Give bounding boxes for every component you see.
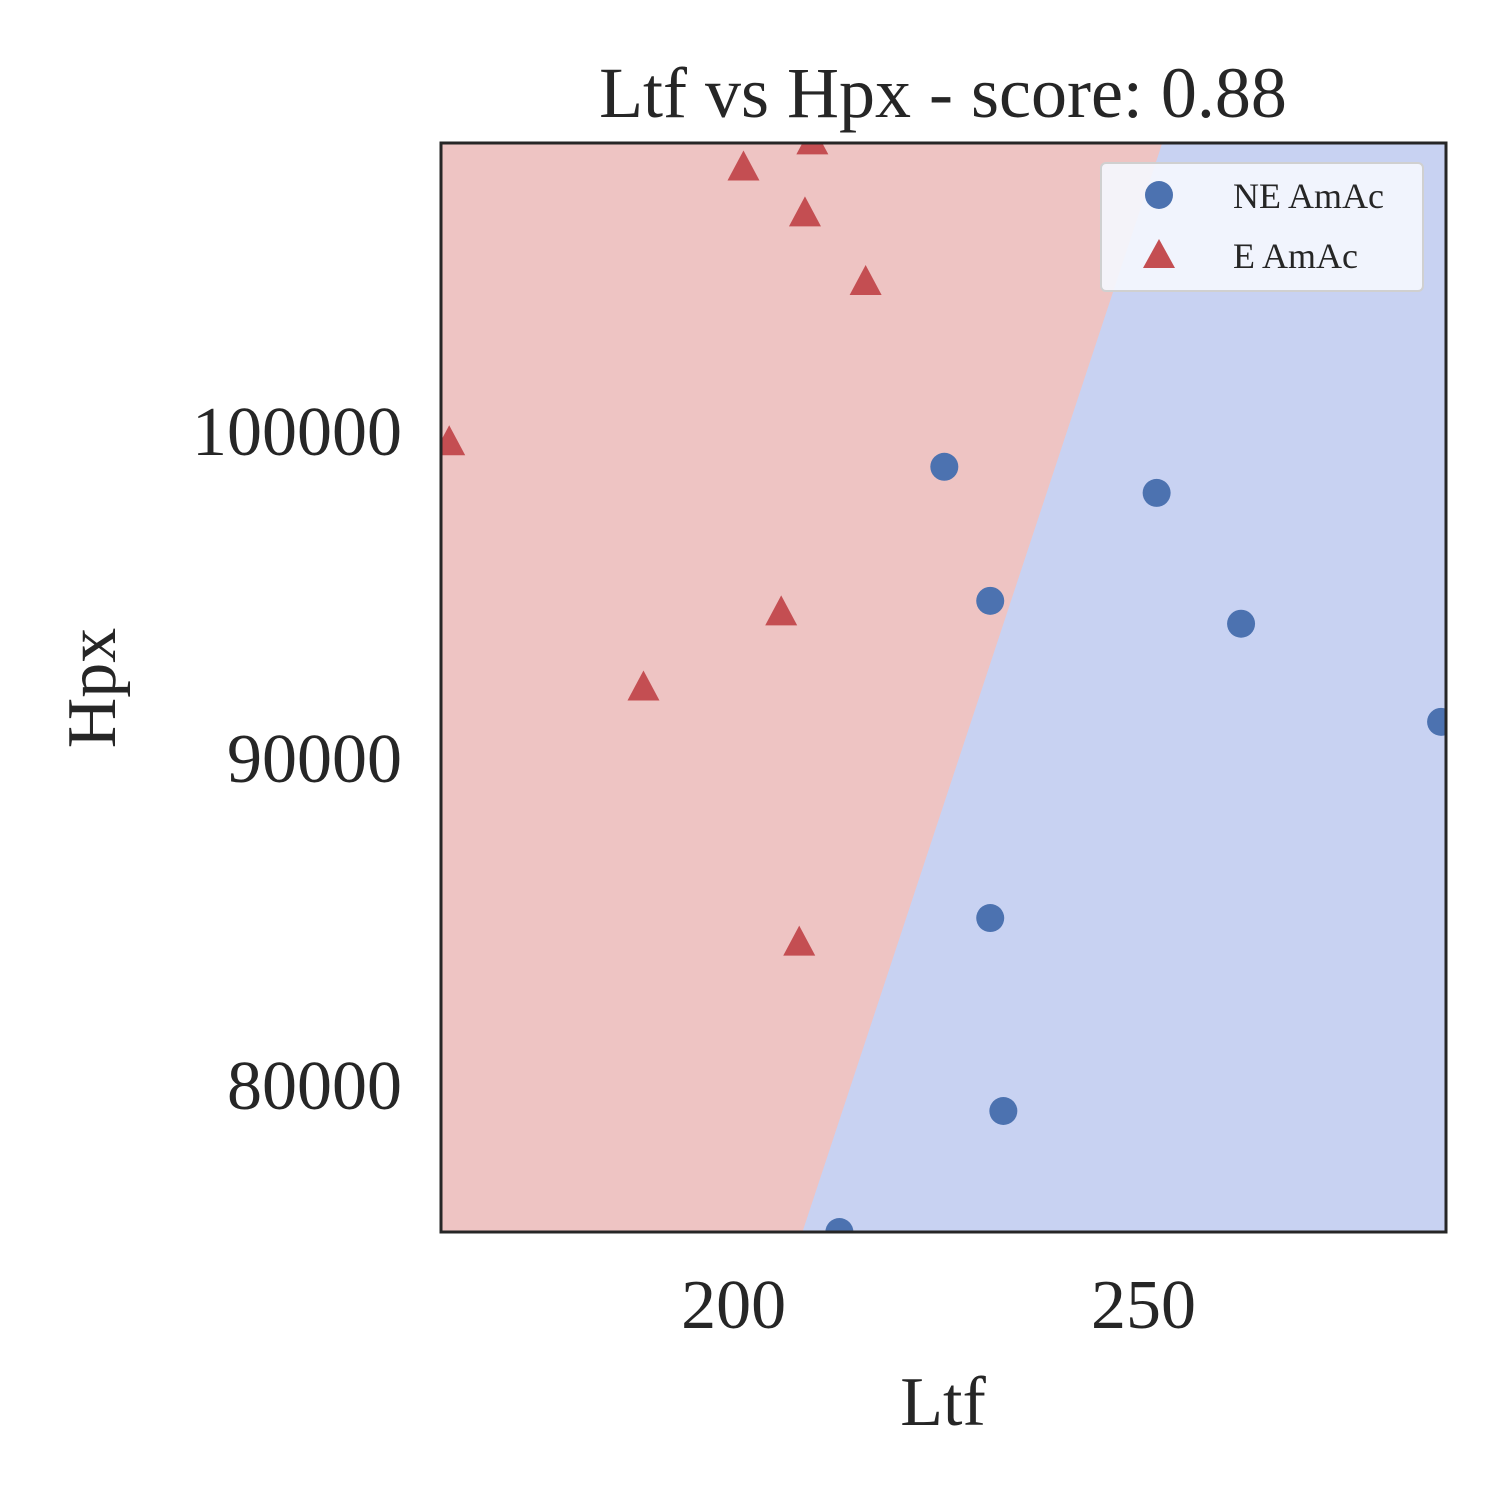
data-points [441,143,1446,1232]
legend-label-e-amac: E AmAc [1233,236,1358,276]
point-ne-amac [976,904,1005,933]
point-ne-amac [930,452,959,481]
point-e-amac [796,143,829,155]
point-e-amac [788,196,821,227]
x-axis-ticks: 200 250 [681,1267,1196,1344]
point-e-amac [849,265,882,296]
point-ne-amac [825,1218,854,1232]
point-e-amac [783,925,816,956]
y-tick-label: 90000 [227,721,402,798]
region-ne-amac [802,143,1446,1232]
y-tick-label: 80000 [227,1048,402,1125]
region-e-amac [441,143,1163,1232]
point-e-amac [441,425,466,456]
y-axis-ticks: 80000 90000 100000 [192,394,402,1125]
legend-label-ne-amac: NE AmAc [1233,176,1384,216]
y-axis-label: Hpx [54,628,131,749]
x-tick-label: 200 [681,1267,786,1344]
point-e-amac [727,150,760,181]
point-ne-amac [989,1097,1018,1125]
x-axis-label: Ltf [900,1364,986,1441]
plot-frame [439,141,1448,1234]
y-tick-label: 100000 [192,394,402,471]
point-ne-amac [1142,478,1171,507]
point-ne-amac [1427,707,1446,736]
point-ne-amac [1227,609,1256,638]
legend-marker-ne-amac [1145,181,1173,209]
x-tick-label: 250 [1091,1267,1196,1344]
legend-box [1100,162,1424,292]
chart-title: Ltf vs Hpx - score: 0.88 [599,53,1287,133]
point-ne-amac [976,586,1005,615]
legend-marker-e-amac [1143,239,1175,268]
point-e-amac [627,670,660,701]
point-e-amac [765,595,798,626]
legend: NE AmAc E AmAc [1100,162,1424,292]
decision-regions [441,143,1446,1232]
